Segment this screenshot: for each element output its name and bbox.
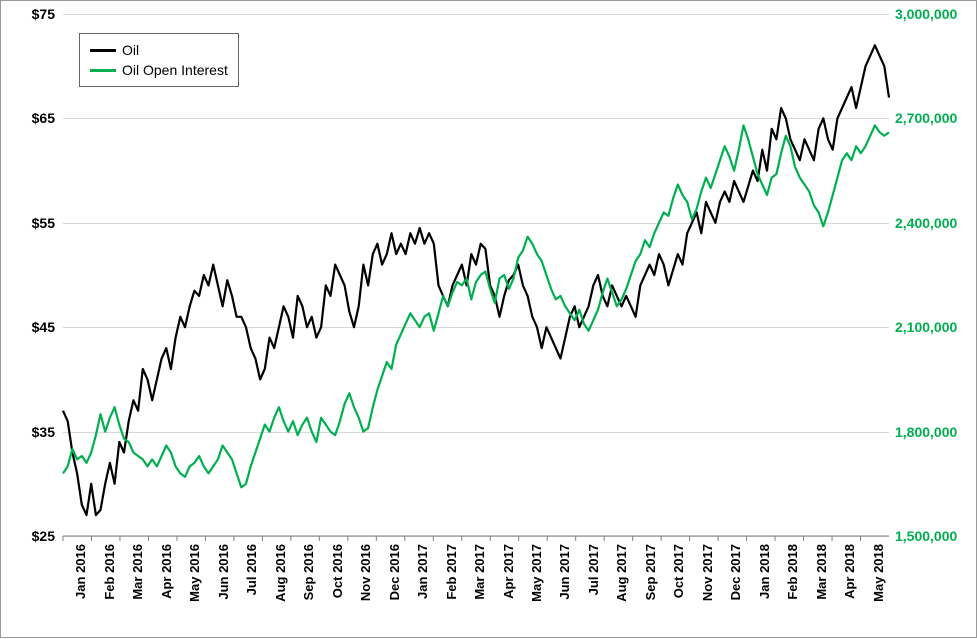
legend-label: Oil [122,42,139,58]
legend-swatch [90,49,116,52]
legend: Oil Oil Open Interest [79,33,239,87]
legend-item: Oil [90,40,228,60]
legend-item: Oil Open Interest [90,60,228,80]
chart-container: $25$35$45$55$65$75 1,500,0001,800,0002,1… [0,0,977,638]
legend-swatch [90,69,116,72]
chart-lines [1,1,977,639]
legend-label: Oil Open Interest [122,62,228,78]
series-line-oil-open-interest [63,125,889,487]
